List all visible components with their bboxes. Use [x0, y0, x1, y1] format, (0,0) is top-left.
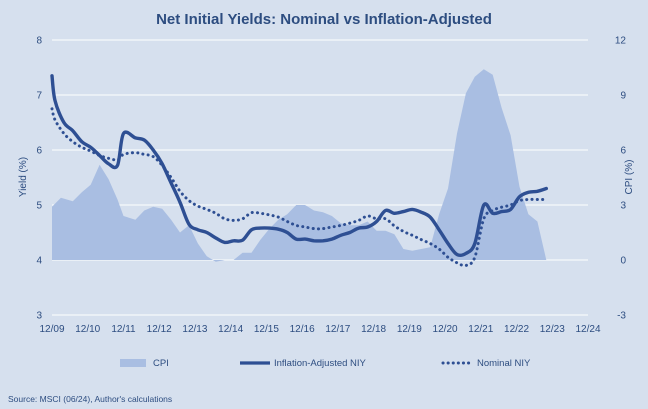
right-tick-label: 3 [620, 201, 626, 212]
x-tick-label: 12/12 [147, 324, 172, 335]
x-axis-ticks: 12/09 12/10 12/11 12/12 12/13 12/14 12/15 12/16… [39, 324, 600, 335]
legend-cpi-swatch [120, 359, 146, 367]
x-tick-label: 12/11 [111, 324, 136, 335]
right-tick-label: 9 [620, 91, 626, 102]
left-axis-label: Yield (%) [18, 157, 29, 197]
lines-layer [50, 74, 548, 268]
right-axis-ticks: -3 0 3 6 9 12 [615, 36, 627, 322]
cpi-layer [52, 69, 547, 262]
inflation-adjusted-niy-line [50, 74, 548, 258]
x-tick-label: 12/22 [504, 324, 529, 335]
x-tick-label: 12/15 [254, 324, 279, 335]
x-tick-label: 12/16 [290, 324, 315, 335]
left-tick-label: 6 [36, 146, 42, 157]
nominal-niy-line [50, 107, 548, 268]
chart-title: Net Initial Yields: Nominal vs Inflation… [156, 11, 492, 28]
x-tick-label: 12/23 [540, 324, 565, 335]
x-tick-label: 12/19 [397, 324, 422, 335]
right-tick-label: 6 [620, 146, 626, 157]
right-tick-label: 12 [615, 36, 627, 47]
x-tick-label: 12/14 [218, 324, 243, 335]
x-tick-label: 12/18 [361, 324, 386, 335]
left-tick-label: 3 [36, 311, 42, 322]
left-tick-label: 5 [36, 201, 42, 212]
legend-real-label: Inflation-Adjusted NIY [274, 358, 367, 369]
cpi-area [52, 69, 547, 262]
x-tick-label: 12/09 [39, 324, 64, 335]
right-axis-label: CPI (%) [624, 160, 635, 195]
x-tick-label: 12/13 [182, 324, 207, 335]
right-tick-label: 0 [620, 256, 626, 267]
source-note: Source: MSCI (06/24), Author's calculati… [8, 394, 172, 404]
legend-nominal-label: Nominal NIY [477, 358, 531, 369]
legend: CPI Inflation-Adjusted NIY Nominal NIY [120, 358, 531, 369]
left-tick-label: 8 [36, 36, 42, 47]
left-tick-label: 7 [36, 91, 42, 102]
left-axis-ticks: 3 4 5 6 7 8 [36, 36, 42, 322]
left-tick-label: 4 [36, 256, 42, 267]
right-tick-label: -3 [617, 311, 626, 322]
x-tick-label: 12/17 [325, 324, 350, 335]
x-tick-label: 12/20 [433, 324, 458, 335]
x-tick-label: 12/10 [75, 324, 100, 335]
x-tick-label: 12/24 [575, 324, 600, 335]
legend-cpi-label: CPI [153, 358, 169, 369]
x-tick-label: 12/21 [468, 324, 493, 335]
